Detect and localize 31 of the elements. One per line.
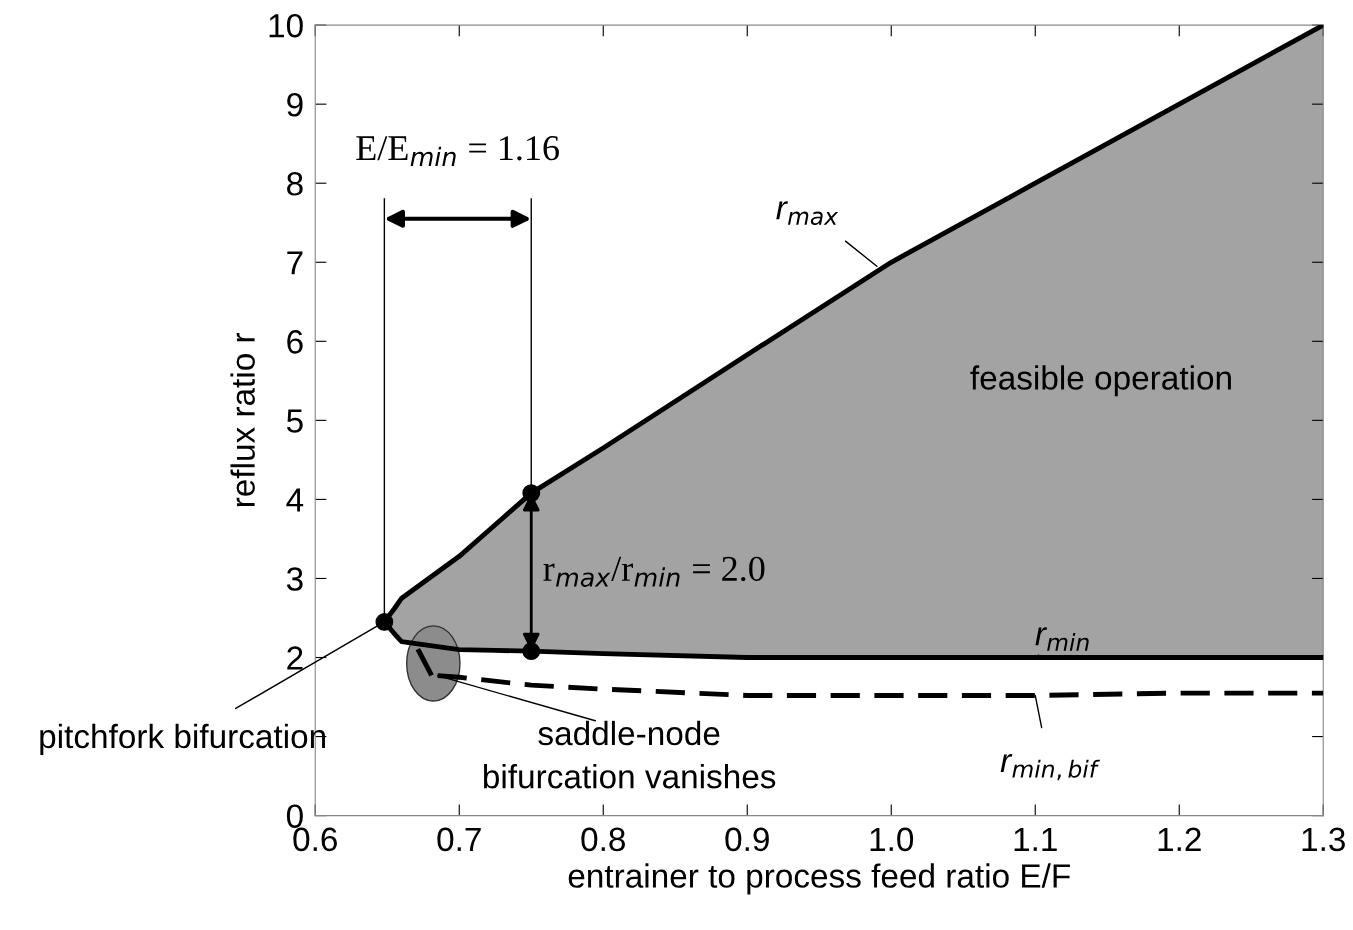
y-tick-label: 6 bbox=[287, 330, 303, 354]
annotation: E/E$_{min}$ = 1.16 bbox=[356, 136, 559, 166]
y-tick-label: 4 bbox=[286, 488, 304, 512]
y-tick-label: 0 bbox=[286, 804, 303, 829]
x-tick-label: 0.8 bbox=[581, 827, 625, 852]
x-tick-label: 1.0 bbox=[870, 827, 914, 852]
y-tick-label: 9 bbox=[287, 92, 303, 117]
point bbox=[522, 484, 541, 502]
x-axis-title: entrainer to process feed ratio E/F bbox=[568, 863, 1070, 895]
x-tick-label: 1.3 bbox=[1302, 827, 1345, 852]
x-tick-label: 1.1 bbox=[1014, 827, 1057, 851]
annotation: pitchfork bifurcation bbox=[40, 723, 326, 755]
annotation: r$_{min,bif}$ bbox=[1000, 754, 1100, 781]
annotation: feasible operation bbox=[970, 365, 1231, 397]
y-axis-title: reflux ratio r bbox=[230, 332, 255, 507]
y-tick-label: 8 bbox=[287, 172, 303, 196]
annotation: saddle-node bifurcation vanishes bbox=[484, 720, 776, 789]
y-tick-label: 5 bbox=[286, 409, 303, 433]
x-tick-label: 0.7 bbox=[437, 827, 481, 852]
point bbox=[375, 613, 394, 631]
y-tick-label: 3 bbox=[286, 567, 303, 591]
y-tick-label: 2 bbox=[287, 646, 303, 670]
x-tick-label: 0.6 bbox=[293, 827, 337, 852]
annotation: r$_{min}$ bbox=[1035, 627, 1089, 651]
annotation: r$_{max}$/r$_{min}$ = 2.0 bbox=[543, 556, 765, 587]
y-tick-label: 7 bbox=[287, 251, 303, 275]
x-tick-label: 1.2 bbox=[1158, 827, 1201, 851]
y-tick-label: 10 bbox=[269, 13, 303, 38]
annotation: r$_{max}$ bbox=[776, 201, 839, 226]
point bbox=[522, 642, 541, 661]
x-tick-label: 0.9 bbox=[725, 827, 769, 852]
